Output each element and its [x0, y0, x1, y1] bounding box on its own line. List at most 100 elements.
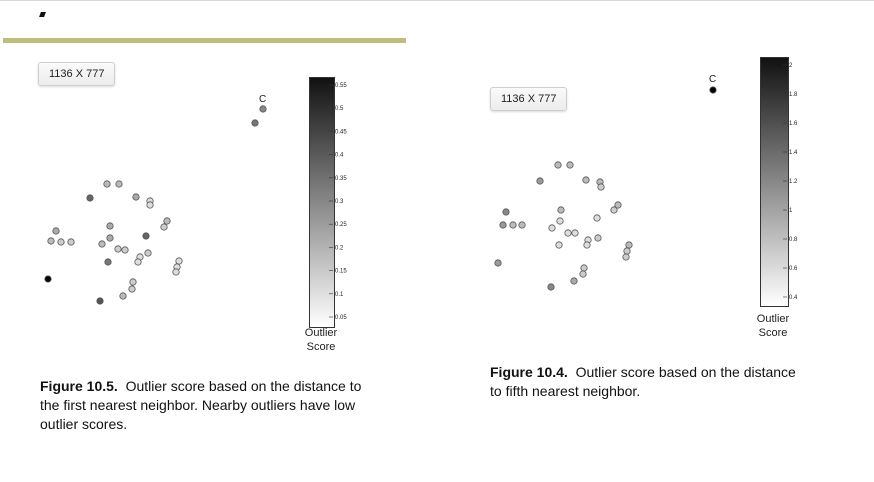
scatter-point	[499, 221, 507, 229]
top-divider	[0, 0, 874, 1]
scatter-point	[502, 208, 510, 216]
colorbar-tick-label: 0.4	[335, 153, 344, 159]
colorbar-ticks-left: 0.55 0.5 0.45 0.4 0.35 0.3 0.25 0.2 0.15 0.1 0.05	[329, 83, 347, 321]
image-size-badge-right[interactable]: 1136 X 777	[490, 87, 568, 111]
scatter-point	[144, 249, 152, 257]
scatter-point	[610, 206, 618, 214]
colorbar-ticks-right: 2 1.8 1.6 1.4 1.2 1 0.8 0.6 0.4	[783, 63, 798, 301]
caption-number: Figure 10.5.	[40, 378, 118, 394]
scatter-point	[555, 241, 563, 249]
scatter-plot-right: C	[494, 74, 717, 291]
scatter-point	[566, 161, 574, 169]
caption-text: Outlier score based on the distance to f…	[490, 364, 796, 399]
scatter-point	[554, 161, 562, 169]
colorbar-title-line1: Outlier	[304, 327, 338, 339]
section-accent-bar	[3, 38, 406, 43]
scatter-point	[103, 180, 111, 188]
scatter-point	[57, 238, 65, 246]
scatter-point	[580, 264, 588, 272]
colorbar-tick-label: 0.5	[335, 106, 344, 112]
scatter-point	[536, 177, 544, 185]
colorbar-title-left: Outlier Score	[296, 326, 346, 354]
scatter-point	[114, 245, 122, 253]
colorbar-tick-label: 0.8	[789, 237, 798, 243]
scatter-point	[163, 217, 171, 225]
scatter-point	[67, 238, 75, 246]
scatter-point	[128, 285, 136, 293]
scatter-point	[98, 240, 106, 248]
scatter-point	[548, 224, 556, 232]
scatter-point	[571, 229, 579, 237]
scatter-point	[594, 234, 602, 242]
caption-number: Figure 10.4.	[490, 364, 568, 380]
scatter-point	[494, 259, 502, 267]
colorbar-tick-label: 0.55	[335, 83, 347, 89]
colorbar-title-line2: Score	[306, 341, 336, 353]
scatter-point	[557, 206, 565, 214]
figure-caption-left: Figure 10.5. Outlier score based on the …	[40, 377, 364, 434]
scatter-point	[47, 237, 55, 245]
figure-caption-right: Figure 10.4. Outlier score based on the …	[490, 363, 806, 401]
scatter-point	[106, 222, 114, 230]
colorbar-tick-label: 1.8	[789, 92, 798, 98]
colorbar-tick-label: 0.3	[335, 199, 344, 205]
scatter-point	[579, 270, 587, 278]
point-label-c: C	[709, 74, 716, 85]
colorbar-tick-label: 0.4	[789, 295, 798, 301]
scatter-point	[119, 292, 127, 300]
colorbar-tick-label: 0.35	[335, 176, 347, 182]
scatter-point	[96, 297, 104, 305]
scatter-point	[622, 253, 630, 261]
scatter-point	[129, 278, 137, 286]
scatter-point	[134, 258, 142, 266]
colorbar-tick-label: 0.6	[789, 266, 798, 272]
scatter-point	[121, 246, 129, 254]
colorbar-title-line2: Score	[758, 327, 788, 339]
scatter-point	[132, 193, 140, 201]
scatter-point	[142, 232, 150, 240]
scatter-point	[625, 241, 633, 249]
scatter-point	[160, 223, 168, 231]
scatter-point	[597, 183, 605, 191]
colorbar-tick-label: 1.6	[789, 121, 798, 127]
scatter-point	[106, 234, 114, 242]
scatter-point	[583, 241, 591, 249]
colorbar-tick-label: 0.45	[335, 129, 347, 135]
colorbar-tick-label: 1.4	[789, 150, 798, 156]
scatter-point	[172, 268, 180, 276]
colorbar-tick-label: 2	[789, 63, 793, 69]
colorbar-title-line1: Outlier	[756, 313, 790, 325]
colorbar-tick-label: 0.15	[335, 269, 347, 275]
scatter-point	[259, 105, 267, 113]
colorbar-tick-label: 0.05	[335, 315, 347, 321]
scatter-point	[251, 119, 259, 127]
scatter-point	[104, 258, 112, 266]
colorbar-tick-label: 1	[789, 208, 793, 214]
scatter-point	[564, 229, 572, 237]
colorbar-tick-label: 0.25	[335, 222, 347, 228]
scatter-point	[518, 221, 526, 229]
point-label-c: C	[259, 94, 266, 105]
scatter-point	[86, 194, 94, 202]
scatter-point	[593, 214, 601, 222]
scatter-point	[509, 221, 517, 229]
colorbar-left	[309, 77, 335, 328]
image-size-badge-left[interactable]: 1136 X 777	[38, 62, 116, 86]
scatter-point	[556, 217, 564, 225]
scatter-point	[115, 180, 123, 188]
scatter-point	[709, 86, 717, 94]
colorbar-tick-label: 0.2	[335, 245, 344, 251]
colorbar-tick-label: 1.2	[789, 179, 798, 185]
scatter-point	[570, 277, 578, 285]
scatter-point	[44, 275, 52, 283]
colorbar-right	[760, 57, 789, 307]
scatter-plot-left: C	[44, 94, 267, 305]
scatter-point	[547, 283, 555, 291]
scatter-point	[52, 227, 60, 235]
colorbar-tick-label: 0.1	[335, 292, 344, 298]
scatter-point	[146, 201, 154, 209]
colorbar-title-right: Outlier Score	[748, 312, 798, 340]
scatter-point	[623, 247, 631, 255]
scatter-point	[614, 201, 622, 209]
scatter-point	[582, 176, 590, 184]
